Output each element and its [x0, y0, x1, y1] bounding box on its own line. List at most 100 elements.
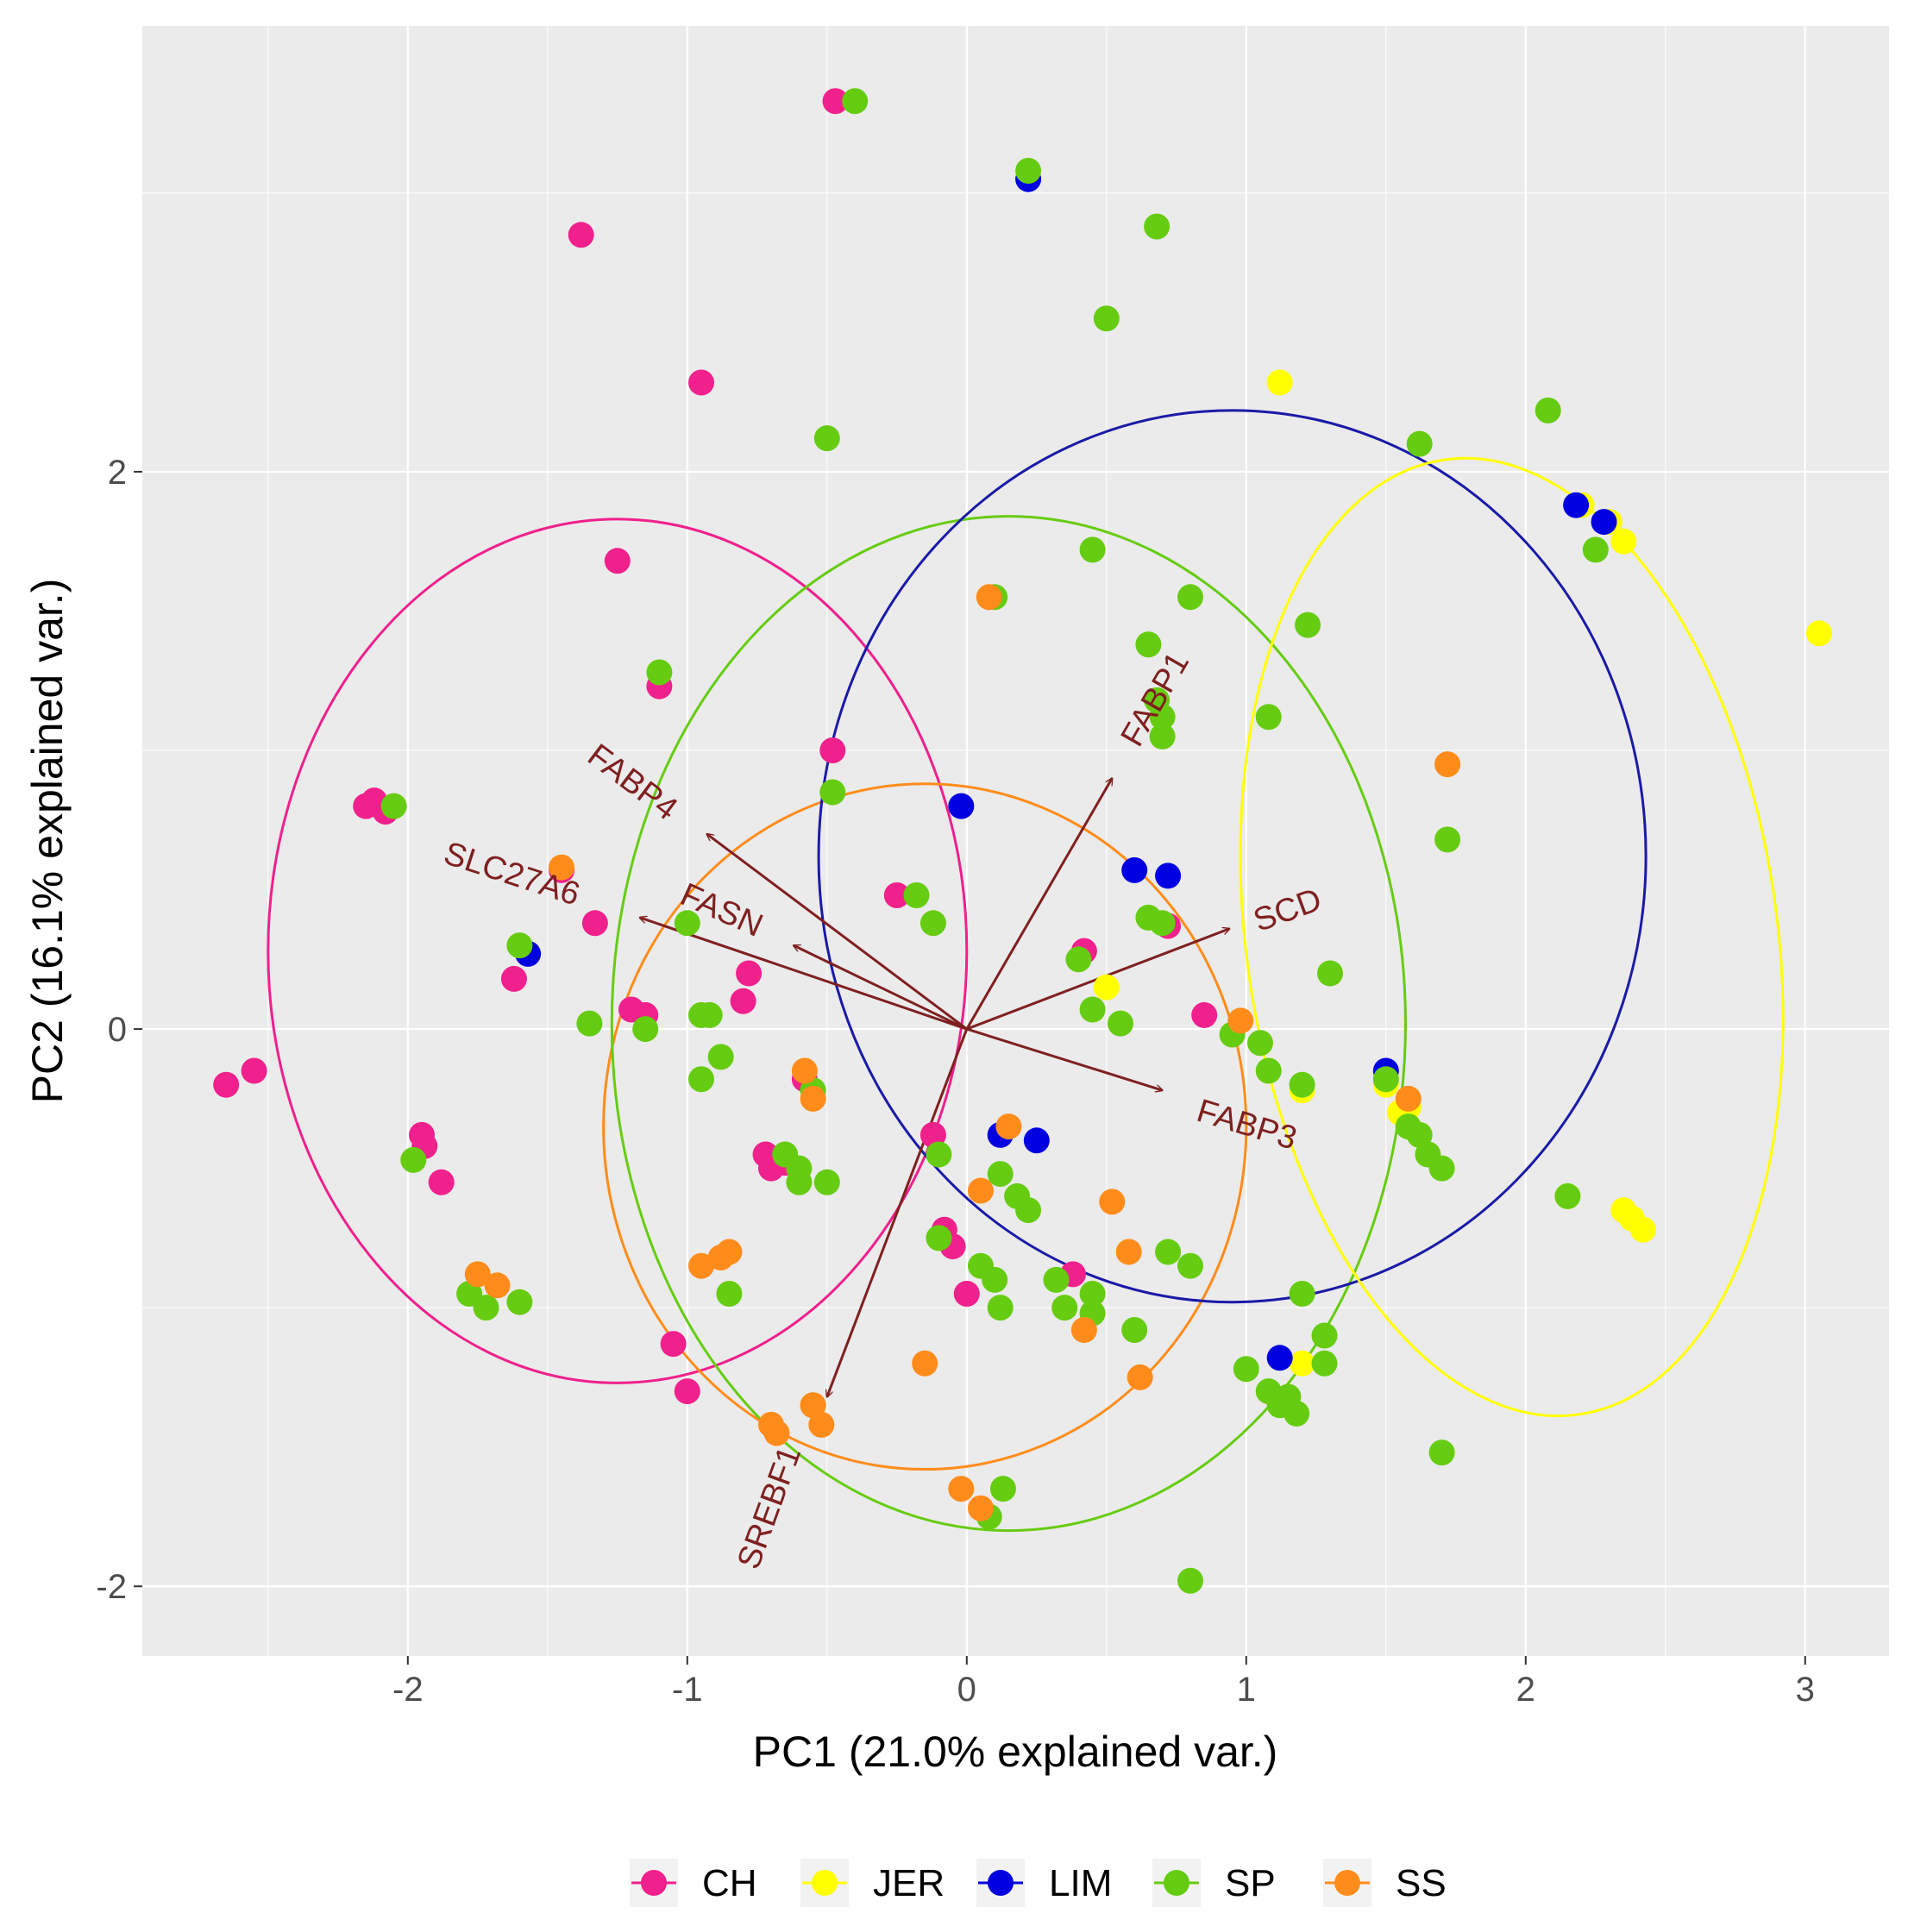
point-ch	[674, 1378, 700, 1405]
point-sp	[903, 882, 930, 908]
point-sp	[1311, 1322, 1338, 1349]
point-sp	[716, 1281, 743, 1307]
point-sp	[400, 1146, 427, 1173]
point-sp	[1255, 704, 1282, 731]
point-ss	[948, 1476, 975, 1502]
x-tick-label: 1	[1237, 1671, 1256, 1709]
point-sp	[1284, 1400, 1310, 1427]
point-sp	[1289, 1281, 1315, 1307]
x-tick-label: -2	[392, 1671, 424, 1709]
legend-label-sp: SP	[1225, 1862, 1276, 1904]
point-ch	[688, 369, 714, 396]
point-sp	[1121, 1317, 1148, 1343]
point-sp	[1311, 1350, 1338, 1377]
y-tick-label: 0	[108, 1011, 127, 1049]
point-sp	[987, 1161, 1014, 1188]
point-sp	[919, 910, 946, 937]
point-ch	[581, 910, 608, 937]
point-sp	[1535, 397, 1561, 423]
point-sp	[1155, 1239, 1182, 1265]
legend-label-jer: JER	[873, 1862, 945, 1904]
point-jer	[1806, 620, 1832, 647]
point-sp	[1051, 1295, 1078, 1321]
grid-minor	[142, 26, 1889, 1656]
point-sp	[707, 1044, 734, 1070]
legend-key-dot	[988, 1870, 1014, 1896]
point-sp	[1428, 1155, 1455, 1182]
point-ch	[604, 548, 631, 574]
loading-arrows	[640, 778, 1230, 1396]
point-ss	[968, 1495, 994, 1521]
point-sp	[1079, 536, 1106, 563]
point-ss	[1099, 1189, 1126, 1215]
point-sp	[1255, 1057, 1282, 1084]
point-sp	[1317, 960, 1343, 987]
point-sp	[1043, 1266, 1070, 1293]
point-ch	[213, 1071, 240, 1098]
point-lim	[1155, 862, 1182, 889]
ellipse-lim	[817, 409, 1648, 1304]
grid-major	[142, 26, 1889, 1656]
point-sp	[1406, 1121, 1433, 1148]
legend-key-ss	[1323, 1859, 1371, 1907]
point-jer	[1093, 974, 1120, 1000]
point-ch	[241, 1057, 267, 1084]
point-sp	[989, 1476, 1016, 1502]
legend-key-dot	[641, 1870, 667, 1896]
point-jer	[1610, 528, 1637, 555]
data-points	[213, 88, 1832, 1594]
loading-arrow-fasn	[794, 944, 968, 1031]
point-sp	[1289, 1071, 1315, 1098]
y-tick-label: 2	[108, 454, 127, 492]
point-sp	[1295, 612, 1321, 638]
point-sp	[1177, 1567, 1203, 1594]
loading-arrow-fabp4	[706, 834, 968, 1031]
point-sp	[646, 659, 673, 686]
y-tick-label: -2	[96, 1568, 127, 1606]
point-sp	[1015, 158, 1042, 184]
point-ss	[1115, 1239, 1142, 1265]
point-ss	[1227, 1007, 1254, 1034]
point-sp	[506, 1289, 533, 1315]
point-lim	[1591, 509, 1617, 536]
ellipse-ch	[267, 518, 969, 1384]
point-sp	[1149, 704, 1176, 731]
point-ch	[736, 960, 763, 987]
point-ss	[688, 1252, 714, 1279]
point-lim	[1023, 1127, 1050, 1154]
ellipse-sp	[610, 515, 1407, 1533]
confidence-ellipses	[267, 409, 1785, 1533]
point-sp	[1079, 996, 1106, 1023]
point-sp	[473, 1295, 499, 1321]
point-sp	[1093, 305, 1120, 332]
x-tick-label: 3	[1796, 1671, 1815, 1709]
point-sp	[1015, 1197, 1042, 1224]
point-sp	[1177, 584, 1203, 611]
legend: CH JER LIM SP SS	[630, 1859, 1447, 1907]
point-sp	[1108, 1010, 1133, 1037]
point-sp	[1428, 1440, 1455, 1466]
point-sp	[842, 88, 869, 115]
x-tick-label: 0	[957, 1671, 976, 1709]
point-ss	[808, 1411, 835, 1438]
point-sp	[632, 1016, 659, 1043]
point-lim	[1266, 1345, 1293, 1371]
x-tick-label: 2	[1516, 1671, 1535, 1709]
point-sp	[506, 932, 533, 959]
point-sp	[982, 1266, 1008, 1293]
plot-panel	[142, 26, 1889, 1656]
point-sp	[813, 425, 840, 452]
point-sp	[674, 910, 700, 937]
legend-key-sp	[1152, 1859, 1201, 1907]
point-sp	[696, 1001, 723, 1028]
point-ss	[1434, 751, 1461, 778]
legend-key-jer	[800, 1859, 849, 1907]
point-ch	[1191, 1001, 1218, 1028]
point-sp	[987, 1295, 1014, 1321]
point-sp	[1582, 536, 1609, 563]
point-sp	[926, 1141, 952, 1168]
legend-label-lim: LIM	[1049, 1862, 1112, 1904]
point-ch	[730, 988, 756, 1014]
point-sp	[1144, 213, 1171, 240]
